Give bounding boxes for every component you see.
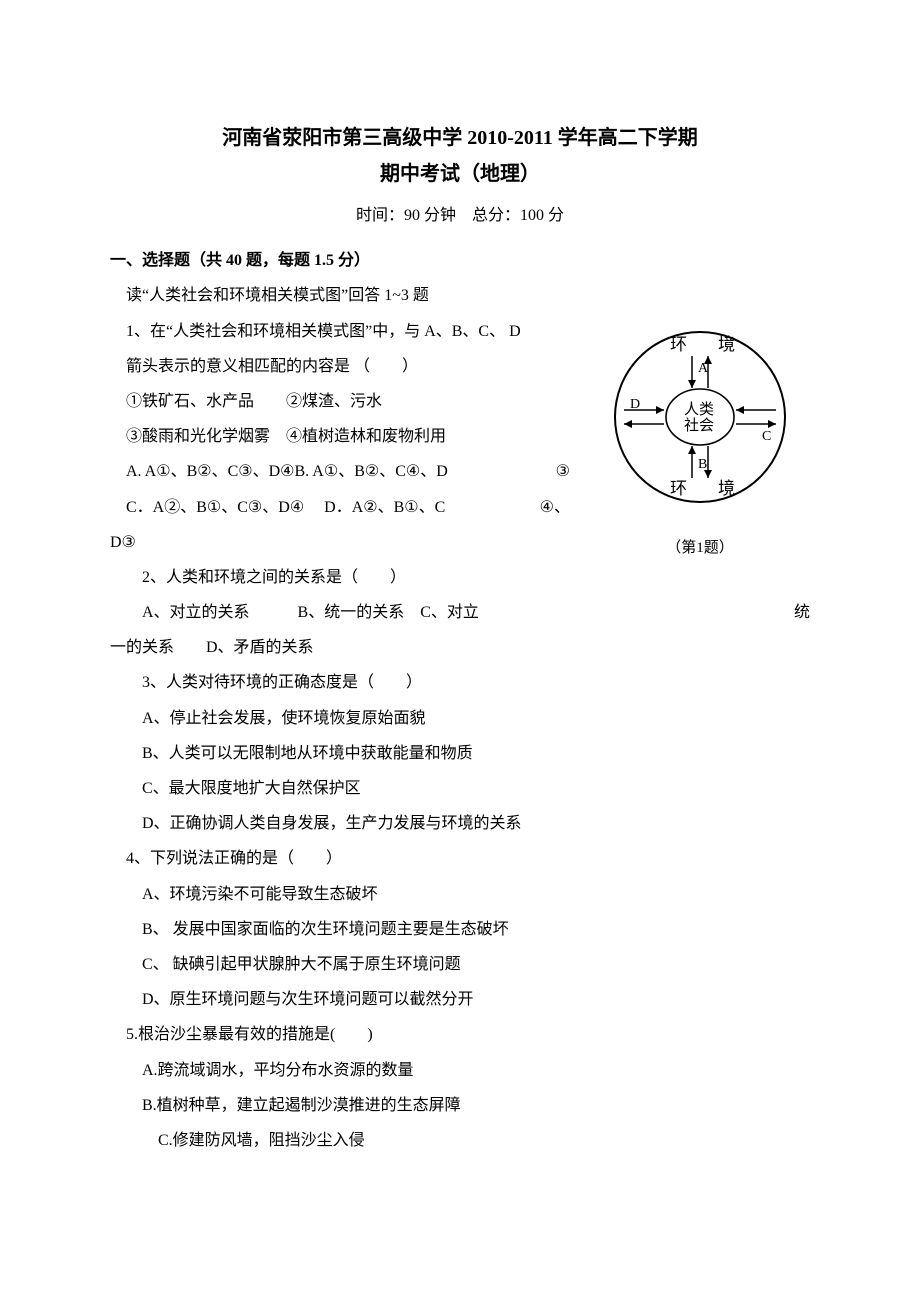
diagram-svg: 环 境 环 境 人类 社会 A B D: [600, 322, 800, 512]
q4-d: D、原生环境问题与次生环境问题可以截然分开: [110, 982, 810, 1017]
label-b: B: [698, 457, 707, 472]
label-d: D: [630, 397, 640, 412]
q3-stem: 3、人类对待环境的正确态度是（ ）: [110, 665, 810, 700]
outer-bot-1: 环: [670, 479, 687, 498]
q5-c: C.修建防风墙，阻挡沙尘入侵: [110, 1123, 810, 1158]
label-a: A: [698, 361, 709, 376]
q3-c: C、最大限度地扩大自然保护区: [110, 771, 810, 806]
q4-a: A、环境污染不可能导致生态破坏: [110, 877, 810, 912]
outer-bot-2: 境: [718, 479, 735, 498]
q1-choice-a-tail: ③: [556, 454, 570, 489]
outer-top-2: 境: [718, 335, 735, 354]
q5-b: B.植树种草，建立起遏制沙漠推进的生态屏障: [110, 1088, 810, 1123]
title-line-2: 期中考试（地理）: [110, 156, 810, 192]
q3-d: D、正确协调人类自身发展，生产力发展与环境的关系: [110, 806, 810, 841]
q1-choice-c: C．A②、B①、C③、D④ D．A②、B①、C: [126, 499, 445, 516]
q2-choices: A、对立的关系 B、统一的关系 C、对立: [142, 604, 479, 621]
q2-stem: 2、人类和环境之间的关系是（ ）: [110, 560, 810, 595]
q4-stem: 4、下列说法正确的是（ ）: [110, 841, 810, 876]
q5-stem: 5.根治沙尘暴最有效的措施是( ): [110, 1017, 810, 1052]
q2-end: 一的关系 D、矛盾的关系: [110, 630, 810, 665]
q4-c: C、 缺碘引起甲状腺肿大不属于原生环境问题: [110, 947, 810, 982]
q2-choices-row: A、对立的关系 B、统一的关系 C、对立 统: [110, 595, 810, 630]
q3-a: A、停止社会发展，使环境恢复原始面貌: [110, 701, 810, 736]
q2-tail: 统: [794, 595, 810, 630]
figure-caption: （第1题）: [590, 532, 810, 565]
q1-choice-a: A. A①、B②、C③、D④B. A①、B②、C④、D: [126, 463, 448, 480]
outer-top-1: 环: [670, 335, 687, 354]
q5-a: A.跨流域调水，平均分布水资源的数量: [110, 1053, 810, 1088]
title-line-1: 河南省荥阳市第三高级中学 2010-2011 学年高二下学期: [110, 120, 810, 156]
q1-choice-c-tail: ④、: [540, 490, 570, 525]
label-c: C: [762, 429, 771, 444]
exam-page: 河南省荥阳市第三高级中学 2010-2011 学年高二下学期 期中考试（地理） …: [0, 0, 920, 1218]
figure-1: 环 境 环 境 人类 社会 A B D: [590, 322, 810, 565]
intro-text: 读“人类社会和环境相关模式图”回答 1~3 题: [110, 278, 810, 313]
section-1-heading: 一、选择题（共 40 题，每题 1.5 分）: [110, 243, 810, 278]
time-score: 时间：90 分钟 总分：100 分: [110, 198, 810, 233]
q4-b: B、 发展中国家面临的次生环境问题主要是生态破坏: [110, 912, 810, 947]
inner-line-2: 社会: [684, 417, 714, 434]
inner-line-1: 人类: [684, 401, 714, 418]
q3-b: B、人类可以无限制地从环境中获敢能量和物质: [110, 736, 810, 771]
